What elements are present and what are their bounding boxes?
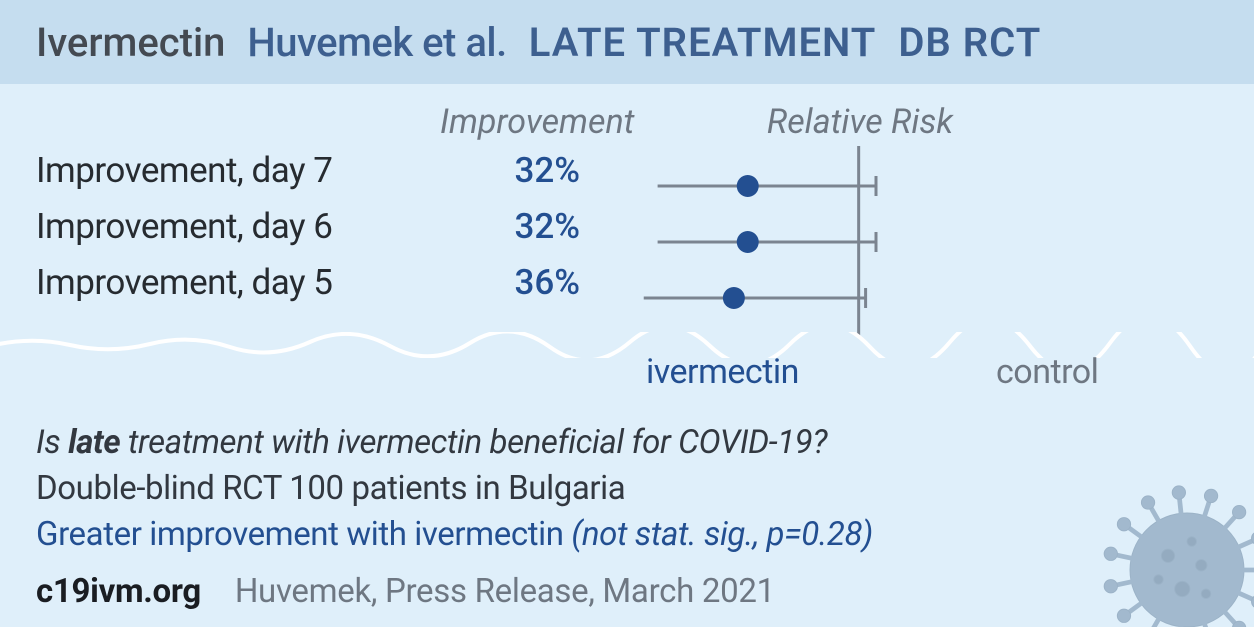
- summary-q-post: treatment with ivermectin beneficial for…: [120, 423, 827, 462]
- summary-q-pre: Is: [36, 423, 68, 462]
- summary-q-bold: late: [68, 423, 120, 462]
- row-label: Improvement, day 5: [36, 262, 440, 303]
- axis-label-control: control: [996, 352, 1098, 392]
- summary-block: Is late treatment with ivermectin benefi…: [36, 420, 1218, 559]
- footer-site: c19ivm.org: [36, 572, 201, 611]
- header-study: Huvemek et al.: [247, 19, 506, 66]
- summary-design: Double-blind RCT 100 patients in Bulgari…: [36, 466, 1218, 512]
- footer-citation: Huvemek, Press Release, March 2021: [235, 572, 775, 611]
- row-percent: 32%: [440, 150, 580, 191]
- forest-plot-region: Improvement Relative Risk Improvement, d…: [0, 84, 1254, 346]
- summary-result-main: Greater improvement with ivermectin: [36, 515, 571, 554]
- row-percent: 32%: [440, 206, 580, 247]
- forest-plot-svg: [616, 146, 1136, 346]
- row-percent: 36%: [440, 262, 580, 303]
- header-drug: Ivermectin: [36, 19, 225, 66]
- axis-label-treatment: ivermectin: [646, 352, 799, 392]
- summary-result-paren: (not stat. sig., p=0.28): [571, 515, 873, 554]
- header-treatment-type: LATE TREATMENT: [529, 19, 877, 66]
- row-label: Improvement, day 6: [36, 206, 440, 247]
- footer: c19ivm.org Huvemek, Press Release, March…: [36, 572, 775, 611]
- summary-question: Is late treatment with ivermectin benefi…: [36, 420, 1218, 466]
- header-trial-type: DB RCT: [898, 19, 1041, 66]
- col-relative-risk: Relative Risk: [700, 102, 1020, 142]
- summary-result: Greater improvement with ivermectin (not…: [36, 512, 1218, 558]
- column-headings: Improvement Relative Risk: [0, 84, 1254, 142]
- col-improvement: Improvement: [440, 102, 700, 142]
- header-bar: Ivermectin Huvemek et al. LATE TREATMENT…: [0, 0, 1254, 84]
- row-label: Improvement, day 7: [36, 150, 440, 191]
- virus-icon: [1092, 475, 1254, 627]
